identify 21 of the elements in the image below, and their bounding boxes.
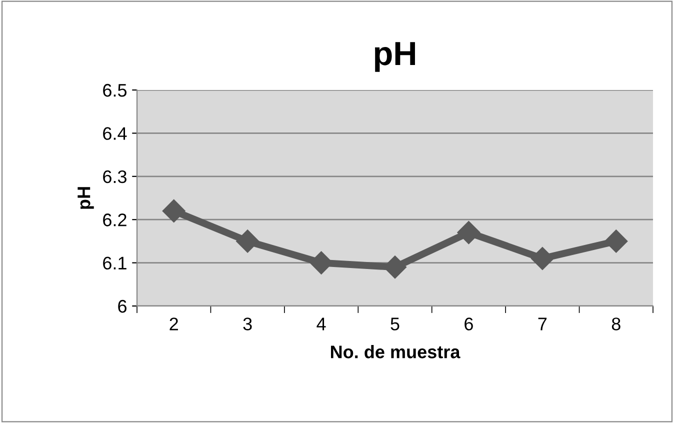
- y-tick-label: 6.3: [103, 170, 126, 184]
- y-axis-title: pH: [78, 187, 94, 209]
- y-tick-label: 6.4: [103, 127, 127, 140]
- point: [604, 230, 628, 253]
- x-tick-label: 6: [464, 318, 473, 330]
- x-tick-label: 5: [390, 318, 400, 330]
- chart-title: pH: [374, 42, 415, 72]
- x-tick-label: 2: [170, 318, 178, 330]
- x-axis-title: No. de muestra: [330, 345, 460, 358]
- x-tick-label: 7: [538, 318, 547, 330]
- x-tick-label: 3: [243, 318, 252, 330]
- x-tick-label: 8: [612, 318, 620, 330]
- y-tick-label: 6.1: [103, 256, 126, 270]
- point: [162, 199, 186, 222]
- y-tick-label: 6: [118, 300, 126, 313]
- y-tick-label: 6.2: [103, 214, 126, 226]
- point: [457, 221, 480, 244]
- y-tick-label: 6.5: [103, 84, 127, 97]
- point: [530, 246, 554, 270]
- point: [236, 230, 260, 253]
- x-tick-label: 4: [316, 318, 326, 330]
